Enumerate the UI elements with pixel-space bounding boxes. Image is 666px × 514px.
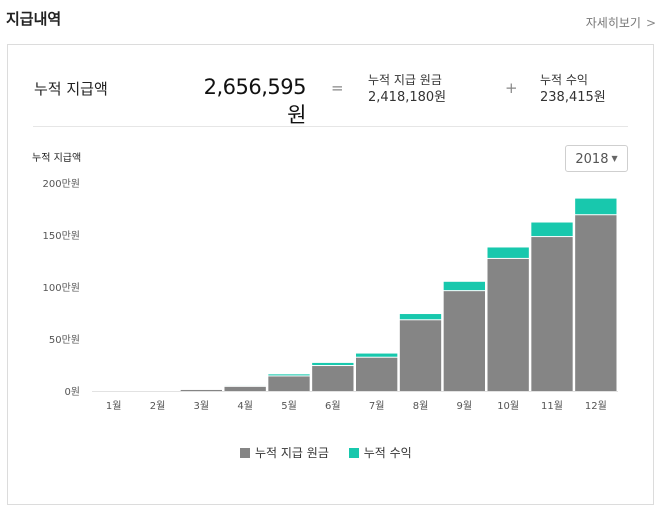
x-tick-label: 9월 xyxy=(457,400,473,412)
principal-summary: 누적 지급 원금 2,418,180원 xyxy=(368,71,446,107)
bar-principal xyxy=(224,386,266,391)
legend-swatch-profit xyxy=(348,448,359,458)
summary-total: 2,656,595원 xyxy=(203,75,307,127)
payout-bar-chart: 0원 50만원 100만원 150만원 200만원 1월 2월 3월 4월 5월 6월 7월 8월 9월 1… xyxy=(43,178,618,412)
summary-row: 누적 지급액 2,656,595원 = 누적 지급 원금 2,418,180원 … xyxy=(33,45,628,127)
x-tick-label: 1월 xyxy=(106,400,122,412)
y-tick-label: 200만원 xyxy=(43,178,81,190)
legend-label-profit: 누적 수익 xyxy=(363,446,412,460)
bar-principal xyxy=(180,389,222,391)
bar-profit xyxy=(443,281,485,291)
principal-label: 누적 지급 원금 xyxy=(368,73,442,87)
x-tick-label: 10월 xyxy=(497,400,519,412)
page-title: 지급내역 xyxy=(6,10,62,28)
plus-sign: + xyxy=(505,79,518,97)
profit-summary: 누적 수익 238,415원 xyxy=(540,71,606,107)
view-details-label: 자세히보기 xyxy=(585,16,641,30)
x-tick-label: 3월 xyxy=(194,400,210,412)
bar-profit xyxy=(312,362,354,366)
bar-principal xyxy=(356,357,398,391)
x-tick-label: 6월 xyxy=(325,400,341,412)
x-tick-label: 8월 xyxy=(413,400,429,412)
principal-value: 2,418,180원 xyxy=(368,90,447,105)
x-tick-label: 5월 xyxy=(281,400,297,412)
y-tick-label: 150만원 xyxy=(43,230,81,242)
bar-principal xyxy=(531,237,573,391)
x-tick-label: 11월 xyxy=(541,400,563,412)
bar-principal xyxy=(312,366,354,391)
y-tick-label: 0원 xyxy=(64,386,80,398)
legend-swatch-principal xyxy=(240,448,250,458)
legend-item-principal: 누적 지급 원금 xyxy=(240,444,329,461)
bar-profit xyxy=(356,353,398,357)
bar-profit xyxy=(487,247,529,258)
bar-profit xyxy=(531,222,573,237)
equals-sign: = xyxy=(331,79,344,97)
bar-principal xyxy=(487,258,529,391)
bar-profit xyxy=(399,314,442,320)
y-tick-label: 50만원 xyxy=(49,334,80,346)
caret-down-icon: ▼ xyxy=(611,154,618,163)
bar-principal xyxy=(399,320,442,391)
chart-title: 누적 지급액 xyxy=(32,153,82,164)
bar-profit xyxy=(575,198,617,215)
x-tick-label: 7월 xyxy=(369,400,385,412)
payout-card: 누적 지급액 2,656,595원 = 누적 지급 원금 2,418,180원 … xyxy=(7,44,654,505)
profit-label: 누적 수익 xyxy=(540,73,588,87)
view-details-link[interactable]: 자세히보기 > xyxy=(586,14,656,31)
x-tick-label: 12월 xyxy=(585,400,607,412)
bar-principal xyxy=(443,291,485,391)
year-select[interactable]: 2018 ▼ xyxy=(565,145,628,172)
bar-principal xyxy=(575,215,617,391)
chart-legend: 누적 지급 원금 누적 수익 xyxy=(240,444,428,461)
legend-item-profit: 누적 수익 xyxy=(348,444,412,461)
bar-principal xyxy=(268,376,310,391)
summary-label: 누적 지급액 xyxy=(34,80,108,98)
y-tick-label: 100만원 xyxy=(43,282,81,294)
x-tick-label: 2월 xyxy=(150,400,166,412)
profit-value: 238,415원 xyxy=(540,90,606,105)
bar-profit xyxy=(268,374,310,376)
year-select-value: 2018 xyxy=(575,152,609,167)
x-tick-label: 4월 xyxy=(237,400,253,412)
legend-label-principal: 누적 지급 원금 xyxy=(255,446,329,460)
chevron-right-icon: > xyxy=(645,16,656,30)
